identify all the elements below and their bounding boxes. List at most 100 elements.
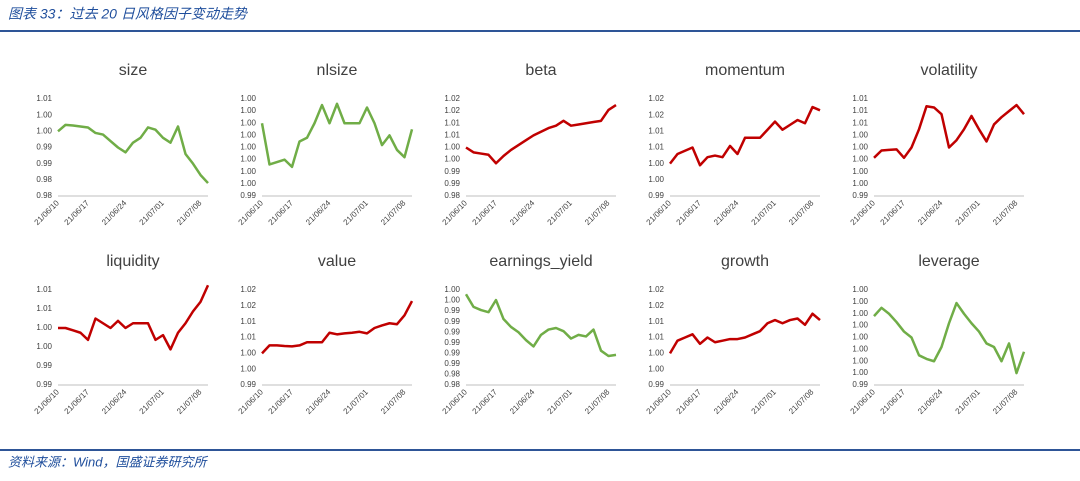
y-tick-label: 0.99 <box>444 327 460 336</box>
chart-title: volatility <box>921 62 978 79</box>
x-tick-label: 21/06/10 <box>645 387 674 416</box>
y-tick-label: 1.01 <box>852 106 868 115</box>
line-series <box>261 300 414 355</box>
y-tick-label: 1.01 <box>648 126 664 135</box>
y-tick-label: 0.99 <box>648 191 664 200</box>
x-tick-label: 21/06/10 <box>441 387 470 416</box>
y-tick-label: 1.02 <box>648 110 664 119</box>
y-tick-label: 1.00 <box>36 110 52 119</box>
x-tick-label: 21/07/08 <box>583 387 612 416</box>
y-tick-label: 1.01 <box>852 94 868 103</box>
y-tick-label: 1.02 <box>240 285 256 294</box>
y-tick-label: 1.00 <box>648 364 664 373</box>
y-tick-label: 1.01 <box>240 317 256 326</box>
y-tick-label: 1.00 <box>36 323 52 332</box>
y-tick-label: 1.00 <box>852 155 868 164</box>
x-tick-label: 21/06/24 <box>712 198 741 227</box>
x-tick-label: 21/06/17 <box>267 198 296 227</box>
y-tick-label: 0.99 <box>240 380 256 389</box>
x-tick-label: 21/06/24 <box>508 387 537 416</box>
y-tick-label: 1.01 <box>240 333 256 342</box>
line-series <box>668 312 821 354</box>
x-tick-label: 21/06/10 <box>33 387 62 416</box>
line-series <box>669 105 821 167</box>
chart-title: earnings_yield <box>489 253 592 270</box>
line-series <box>873 301 1026 375</box>
y-tick-label: 0.99 <box>36 143 52 152</box>
y-tick-label: 0.99 <box>444 306 460 315</box>
x-tick-label: 21/07/01 <box>138 198 167 227</box>
y-tick-label: 0.99 <box>240 191 256 200</box>
x-tick-label: 21/07/01 <box>954 198 983 227</box>
y-tick-label: 1.00 <box>852 285 868 294</box>
y-tick-label: 1.00 <box>240 118 256 127</box>
chart-title: momentum <box>705 62 785 79</box>
y-tick-label: 1.00 <box>852 130 868 139</box>
x-tick-label: 21/06/10 <box>237 387 266 416</box>
y-tick-label: 0.99 <box>444 359 460 368</box>
y-tick-label: 1.00 <box>240 94 256 103</box>
y-tick-label: 1.00 <box>240 348 256 357</box>
y-tick-label: 1.01 <box>852 118 868 127</box>
line-series <box>465 104 617 165</box>
y-tick-label: 1.00 <box>444 296 460 305</box>
x-tick-label: 21/06/17 <box>879 198 908 227</box>
y-tick-label: 1.00 <box>444 285 460 294</box>
x-tick-label: 21/06/10 <box>849 387 878 416</box>
source-note: 资料来源：Wind，国盛证券研究所 <box>8 454 209 469</box>
x-tick-label: 21/06/24 <box>916 198 945 227</box>
y-tick-label: 1.01 <box>444 118 460 127</box>
y-tick-label: 1.00 <box>240 155 256 164</box>
y-tick-label: 1.00 <box>36 126 52 135</box>
x-tick-label: 21/06/10 <box>849 198 878 227</box>
y-tick-label: 1.00 <box>36 342 52 351</box>
y-tick-label: 0.98 <box>444 191 460 200</box>
y-tick-label: 1.00 <box>648 175 664 184</box>
x-tick-label: 21/06/24 <box>100 387 129 416</box>
y-tick-label: 1.00 <box>852 143 868 152</box>
y-tick-label: 0.99 <box>444 348 460 357</box>
line-series <box>58 284 210 351</box>
y-tick-label: 1.00 <box>648 348 664 357</box>
x-tick-label: 21/06/10 <box>237 198 266 227</box>
line-series <box>464 293 617 358</box>
y-tick-label: 0.99 <box>36 380 52 389</box>
y-tick-label: 0.99 <box>648 380 664 389</box>
y-tick-label: 1.00 <box>852 167 868 176</box>
x-tick-label: 21/06/17 <box>267 387 296 416</box>
y-tick-label: 1.01 <box>36 94 52 103</box>
y-tick-label: 1.02 <box>648 285 664 294</box>
chart-title: value <box>318 253 356 270</box>
x-tick-label: 21/07/08 <box>175 198 204 227</box>
x-tick-label: 21/07/08 <box>379 198 408 227</box>
x-tick-label: 21/07/01 <box>342 387 371 416</box>
y-tick-label: 1.00 <box>852 344 868 353</box>
y-tick-label: 1.01 <box>648 333 664 342</box>
y-tick-label: 1.01 <box>648 317 664 326</box>
y-tick-label: 1.00 <box>240 364 256 373</box>
y-tick-label: 0.98 <box>36 191 52 200</box>
x-tick-label: 21/07/08 <box>787 198 816 227</box>
x-tick-label: 21/06/17 <box>471 387 500 416</box>
x-tick-label: 21/06/17 <box>675 198 704 227</box>
chart-title: nlsize <box>317 62 358 79</box>
y-tick-label: 1.00 <box>240 179 256 188</box>
y-tick-label: 0.99 <box>444 167 460 176</box>
y-tick-label: 1.02 <box>648 301 664 310</box>
y-tick-label: 0.98 <box>36 175 52 184</box>
y-tick-label: 1.02 <box>444 106 460 115</box>
x-tick-label: 21/06/24 <box>916 387 945 416</box>
y-tick-label: 0.99 <box>444 338 460 347</box>
y-tick-label: 1.02 <box>444 94 460 103</box>
x-tick-label: 21/07/01 <box>546 387 575 416</box>
x-tick-label: 21/07/08 <box>583 198 612 227</box>
y-tick-label: 0.99 <box>36 361 52 370</box>
y-tick-label: 1.01 <box>648 143 664 152</box>
y-tick-label: 1.00 <box>444 155 460 164</box>
line-series <box>57 123 209 184</box>
x-tick-label: 21/07/01 <box>546 198 575 227</box>
chart-title: growth <box>721 253 769 270</box>
x-tick-label: 21/06/17 <box>63 387 92 416</box>
x-tick-label: 21/07/08 <box>991 387 1020 416</box>
x-tick-label: 21/06/17 <box>675 387 704 416</box>
